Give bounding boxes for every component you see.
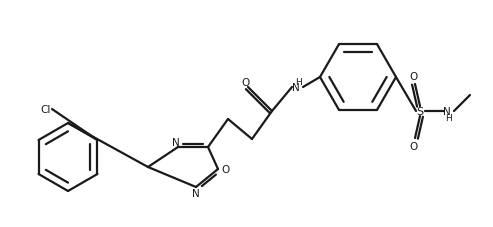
- Text: H: H: [295, 77, 301, 86]
- Text: O: O: [409, 141, 417, 151]
- Text: O: O: [409, 72, 417, 82]
- Text: S: S: [417, 106, 423, 116]
- Text: H: H: [446, 113, 453, 122]
- Text: N: N: [172, 137, 180, 147]
- Text: N: N: [292, 83, 300, 93]
- Text: O: O: [221, 164, 229, 174]
- Text: N: N: [443, 106, 451, 116]
- Text: O: O: [241, 78, 249, 88]
- Text: Cl: Cl: [41, 105, 51, 114]
- Text: N: N: [192, 188, 200, 198]
